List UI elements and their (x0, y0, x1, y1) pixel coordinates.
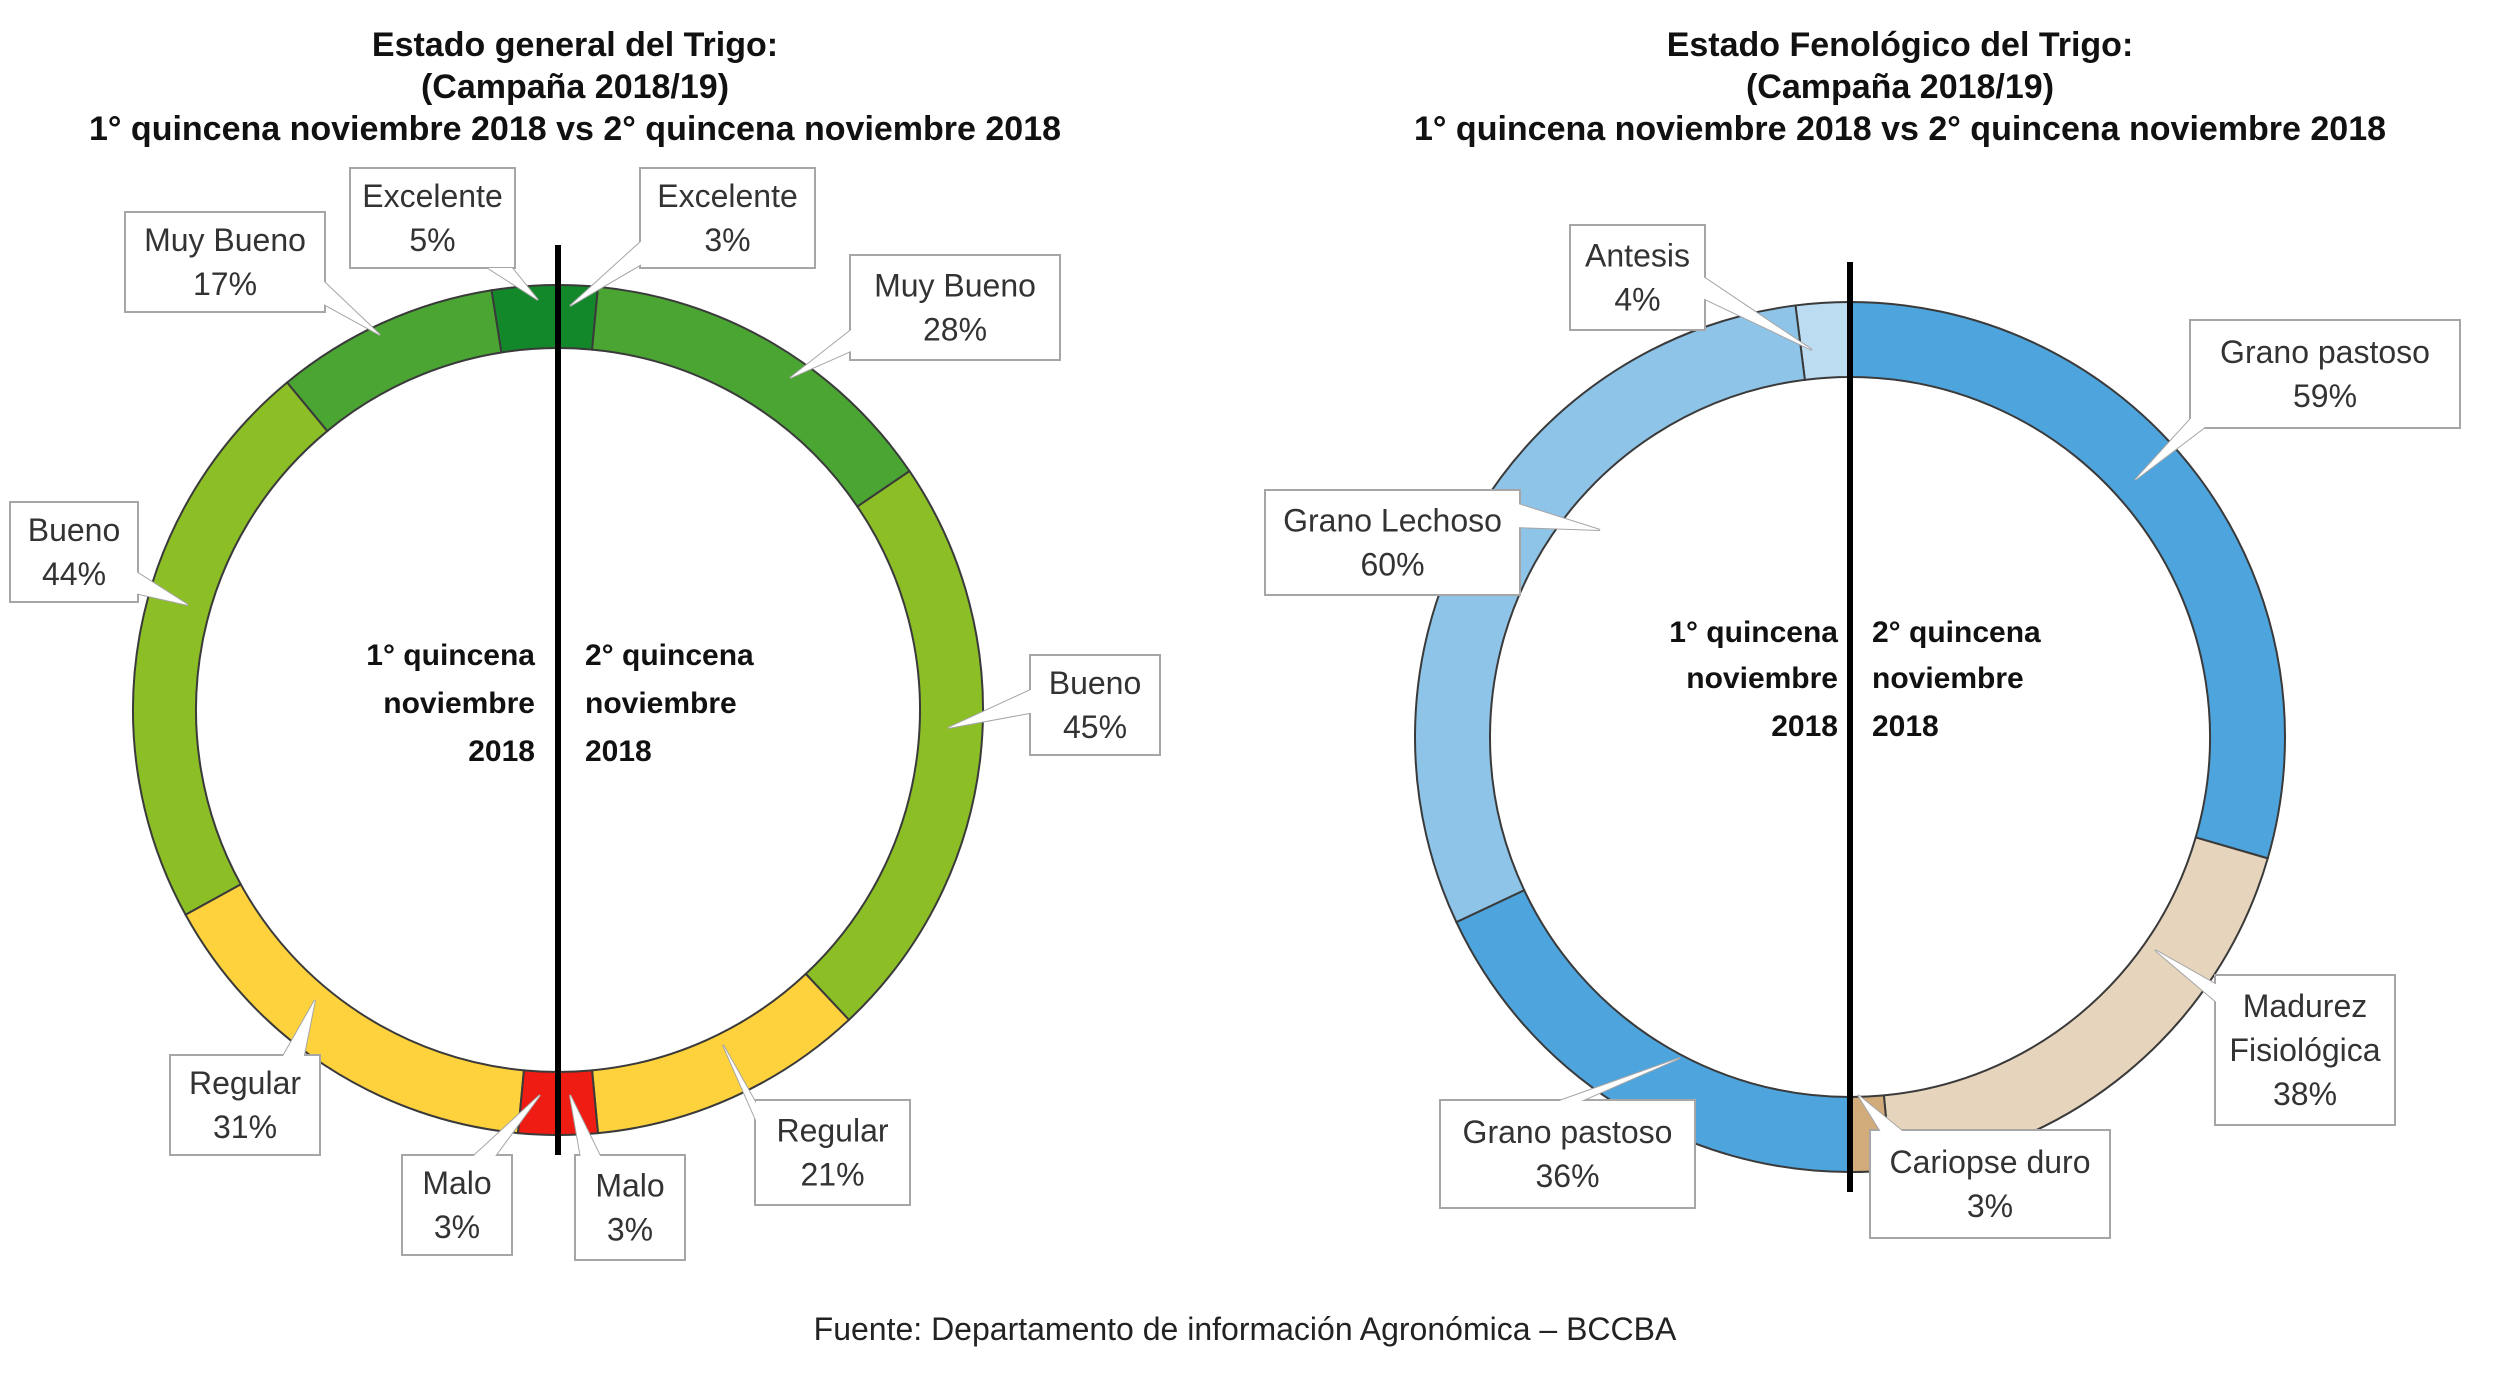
data-label-value: 4% (1614, 282, 1660, 318)
callout-pointer-fill (570, 1095, 607, 1170)
callout-pointer-fill (488, 268, 538, 300)
callout-box (1439, 1099, 1696, 1209)
callout-box (401, 1154, 513, 1256)
callout-pointer-fill (948, 688, 1035, 728)
data-label-value: 44% (42, 556, 106, 592)
callout-box (754, 1099, 911, 1206)
data-label-value: 28% (923, 312, 987, 348)
data-label-category: Malo (595, 1168, 664, 1204)
half-label-right: 2018 (585, 735, 652, 768)
data-label-value: 45% (1063, 709, 1127, 745)
data-label-category: Cariopse duro (1890, 1144, 2091, 1180)
chart-estado-fenologico: Estado Fenológico del Trigo: (Campaña 201… (1264, 26, 2461, 1239)
donut-slice-left-excelente (490, 283, 559, 354)
callout-pointer-fill (723, 1045, 770, 1152)
data-label-value: 3% (704, 222, 750, 258)
half-label-left: noviembre (383, 687, 535, 720)
half-label-right: noviembre (1872, 662, 2024, 695)
data-label-category: Regular (776, 1113, 888, 1149)
callout-box (849, 254, 1061, 361)
data-label-category: Fisiológica (2229, 1032, 2380, 1068)
half-label-left: noviembre (1686, 662, 1838, 695)
chart-estado-general: Estado general del Trigo: (Campaña 2018/1… (9, 26, 1161, 1261)
data-label-value: 60% (1360, 547, 1424, 583)
half-label-right: 2018 (1872, 710, 1939, 743)
callout-box (124, 211, 326, 313)
callout-box (2189, 319, 2461, 429)
callout-box (574, 1154, 686, 1261)
donut-slice-left-grano-lechoso (1414, 304, 1806, 924)
chart-title-line: Estado general del Trigo: (372, 26, 778, 64)
callout-pointer-fill (1548, 1058, 1680, 1105)
data-label-category: Excelente (657, 178, 798, 214)
chart-title-line: 1° quincena noviembre 2018 vs 2° quincen… (1414, 110, 2386, 148)
data-label-category: Regular (189, 1065, 301, 1101)
callout-box (1869, 1129, 2111, 1239)
half-label-left: 2018 (1771, 710, 1838, 743)
callout-pointer-fill (1515, 503, 1600, 530)
callout-pointer-fill (466, 1095, 540, 1163)
donut-slice-right-bueno (804, 469, 984, 1022)
callout-box (1264, 489, 1521, 596)
donut-slice-left-bueno (132, 381, 329, 917)
callout-pointer-fill (130, 568, 188, 605)
callout-box (349, 167, 516, 269)
chart-title-line: (Campaña 2018/19) (1746, 68, 2054, 106)
data-label-value: 21% (800, 1157, 864, 1193)
callout-box (169, 1054, 321, 1156)
callout-pointer-fill (2155, 950, 2240, 1022)
data-label-value: 3% (434, 1209, 480, 1245)
callout-box (2214, 974, 2396, 1126)
source-note: Fuente: Departamento de información Agro… (814, 1311, 1677, 1347)
data-label-category: Madurez (2243, 988, 2368, 1024)
callout-box (9, 501, 139, 603)
data-label-value: 5% (409, 222, 455, 258)
data-label-category: Malo (422, 1165, 491, 1201)
data-label-category: Bueno (28, 512, 121, 548)
data-label-value: 3% (607, 1212, 653, 1248)
data-label-category: Grano pastoso (1463, 1114, 1673, 1150)
data-label-category: Excelente (362, 178, 503, 214)
half-label-right: 2° quincena (585, 639, 754, 672)
data-label-value: 17% (193, 266, 257, 302)
callout-pointer-fill (570, 238, 645, 306)
data-label-value: 31% (213, 1109, 277, 1145)
half-label-left: 1° quincena (1669, 616, 1838, 649)
data-label-category: Muy Bueno (144, 222, 306, 258)
data-label-category: Muy Bueno (874, 268, 1036, 304)
half-label-right: noviembre (585, 687, 737, 720)
data-label-value: 36% (1535, 1158, 1599, 1194)
chart-title-line: Estado Fenológico del Trigo: (1667, 26, 2134, 64)
callout-box (1569, 224, 1706, 331)
callout-pointer-fill (790, 323, 860, 378)
callout-box (639, 167, 816, 269)
data-label-value: 38% (2273, 1076, 2337, 1112)
callout-pointer-fill (1858, 1095, 1907, 1135)
half-label-left: 2018 (468, 735, 535, 768)
donut-slice-left-malo (516, 1069, 559, 1137)
half-label-right: 2° quincena (1872, 616, 2041, 649)
data-label-category: Antesis (1585, 238, 1690, 274)
callout-pointer-fill (320, 278, 380, 335)
callout-pointer-fill (1690, 268, 1812, 350)
callout-box (1029, 654, 1161, 756)
data-label-category: Grano Lechoso (1283, 503, 1502, 539)
data-label-value: 3% (1967, 1188, 2013, 1224)
callout-pointer-fill (278, 1000, 315, 1065)
donut-slice-right-madurez-fisiologica (1882, 836, 2269, 1172)
half-label-left: 1° quincena (366, 639, 535, 672)
data-label-value: 59% (2293, 378, 2357, 414)
chart-title-line: (Campaña 2018/19) (421, 68, 729, 106)
data-label-category: Grano pastoso (2220, 334, 2430, 370)
data-label-category: Bueno (1049, 665, 1142, 701)
callout-pointer-fill (2135, 403, 2205, 480)
chart-title-line: 1° quincena noviembre 2018 vs 2° quincen… (89, 110, 1061, 148)
